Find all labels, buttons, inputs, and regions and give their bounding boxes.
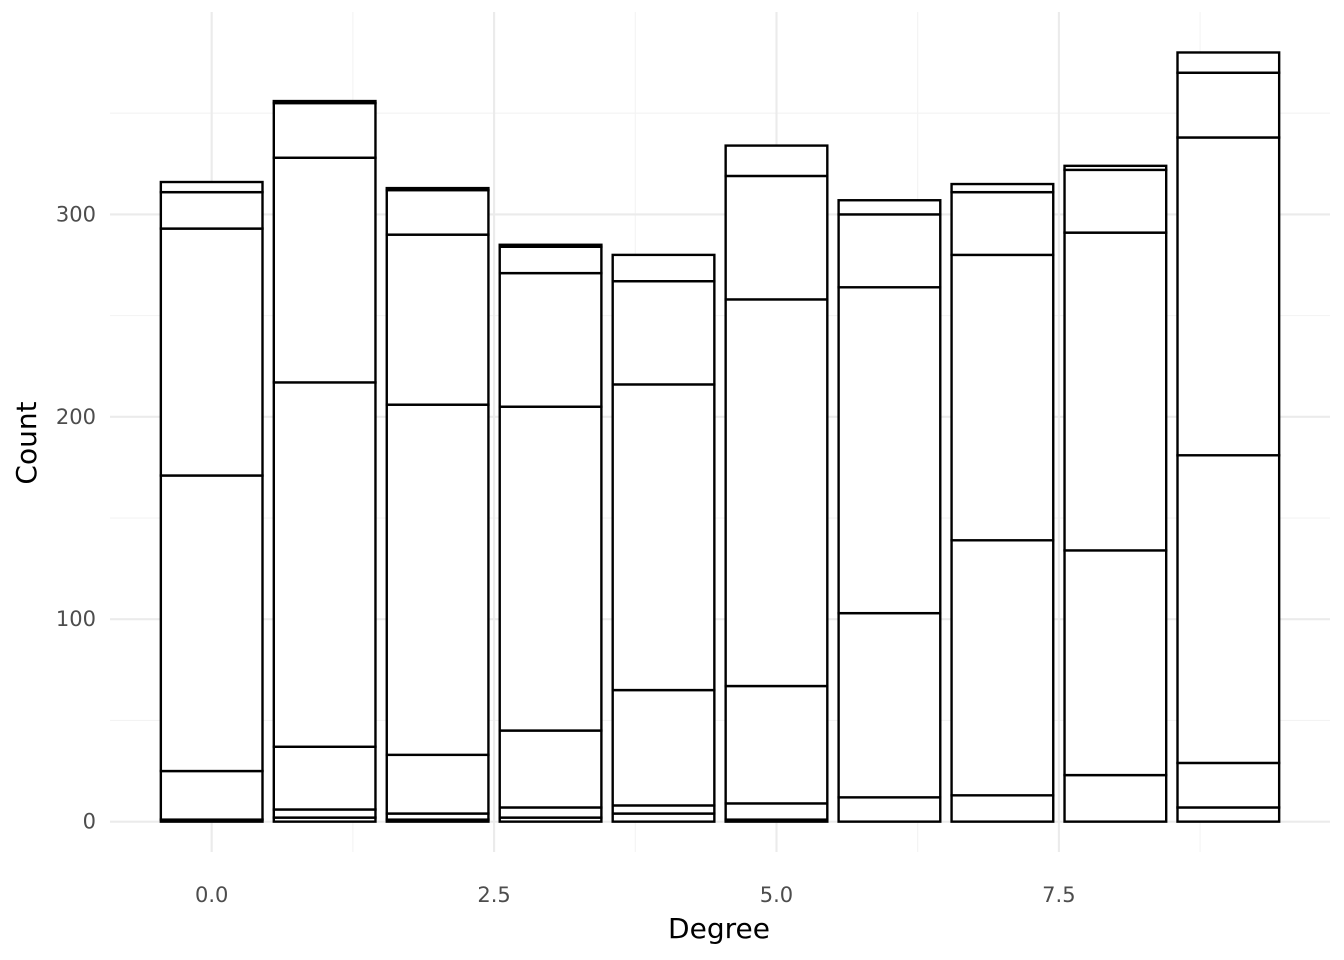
- bar-segment: [385, 233, 490, 406]
- bar-segment: [724, 144, 829, 178]
- x-tick-label: 7.5: [1042, 883, 1075, 907]
- bar-segment: [1063, 164, 1168, 172]
- bar-segment: [159, 474, 264, 773]
- bar-group: [159, 180, 264, 823]
- bar-segment: [385, 186, 490, 192]
- bar-segment: [1176, 71, 1281, 139]
- bar-segment: [498, 245, 603, 275]
- y-tick-label: 100: [56, 607, 96, 631]
- bar-segment: [611, 253, 716, 283]
- bar-segment: [611, 812, 716, 823]
- y-tick-label: 200: [56, 405, 96, 429]
- bar-segment: [385, 753, 490, 815]
- bar-segment: [837, 199, 942, 216]
- bar-segment: [1063, 773, 1168, 823]
- bar-segment: [272, 808, 377, 819]
- bar-segment: [837, 213, 942, 289]
- bar-group: [611, 253, 716, 823]
- bar-segment: [724, 802, 829, 821]
- bar-group: [385, 186, 490, 823]
- bar-segment: [272, 156, 377, 384]
- bar-segment: [1176, 136, 1281, 457]
- bar-segment: [159, 227, 264, 477]
- bar-group: [1063, 164, 1168, 823]
- bar-segment: [950, 190, 1055, 257]
- bar-segment: [498, 271, 603, 408]
- bar-group: [950, 182, 1055, 823]
- bar-segment: [1176, 51, 1281, 74]
- y-tick-label: 0: [83, 810, 96, 834]
- bar-segment: [611, 804, 716, 815]
- y-axis-title: Count: [10, 401, 43, 484]
- bar-segment: [272, 101, 377, 159]
- bar-segment: [498, 405, 603, 732]
- bar-segment: [159, 190, 264, 230]
- bar-segment: [950, 182, 1055, 194]
- x-axis-ticks: 0.0 2.5 5.0 7.5: [195, 883, 1076, 907]
- y-tick-label: 300: [56, 202, 96, 226]
- bar-segment: [950, 794, 1055, 823]
- x-axis-title: Degree: [668, 912, 770, 945]
- bar-segment: [724, 684, 829, 805]
- bar-segment: [611, 280, 716, 386]
- bar-segment: [837, 286, 942, 615]
- bar-segment: [272, 381, 377, 748]
- bar-segment: [385, 188, 490, 236]
- x-tick-label: 2.5: [477, 883, 510, 907]
- bar-segment: [498, 806, 603, 819]
- bar-segment: [837, 611, 942, 799]
- y-axis-ticks: 0 100 200 300: [56, 202, 96, 833]
- bar-segment: [611, 383, 716, 692]
- bar-segment: [1176, 806, 1281, 823]
- bar-segment: [498, 243, 603, 248]
- bar-group: [272, 99, 377, 823]
- bar-segment: [1063, 231, 1168, 552]
- bar-segment: [724, 298, 829, 688]
- x-tick-label: 5.0: [760, 883, 793, 907]
- bar-segment: [1063, 168, 1168, 234]
- bar-group: [724, 144, 829, 823]
- bar-segment: [950, 253, 1055, 542]
- x-tick-label: 0.0: [195, 883, 228, 907]
- bar-segment: [837, 796, 942, 823]
- bar-segment: [385, 403, 490, 757]
- bar-segment: [159, 769, 264, 821]
- bar-segment: [1176, 454, 1281, 765]
- bar-segment: [272, 745, 377, 811]
- bar-segment: [950, 539, 1055, 797]
- bar-segment: [611, 688, 716, 807]
- bar-segment: [1063, 549, 1168, 777]
- bar-group: [837, 199, 942, 823]
- bars: [159, 51, 1281, 823]
- bar-segment: [159, 180, 264, 194]
- bar-segment: [724, 174, 829, 301]
- bar-segment: [498, 729, 603, 809]
- bar-segment: [1176, 761, 1281, 809]
- bar-group: [498, 243, 603, 823]
- bar-segment: [272, 99, 377, 105]
- bar-group: [1176, 51, 1281, 823]
